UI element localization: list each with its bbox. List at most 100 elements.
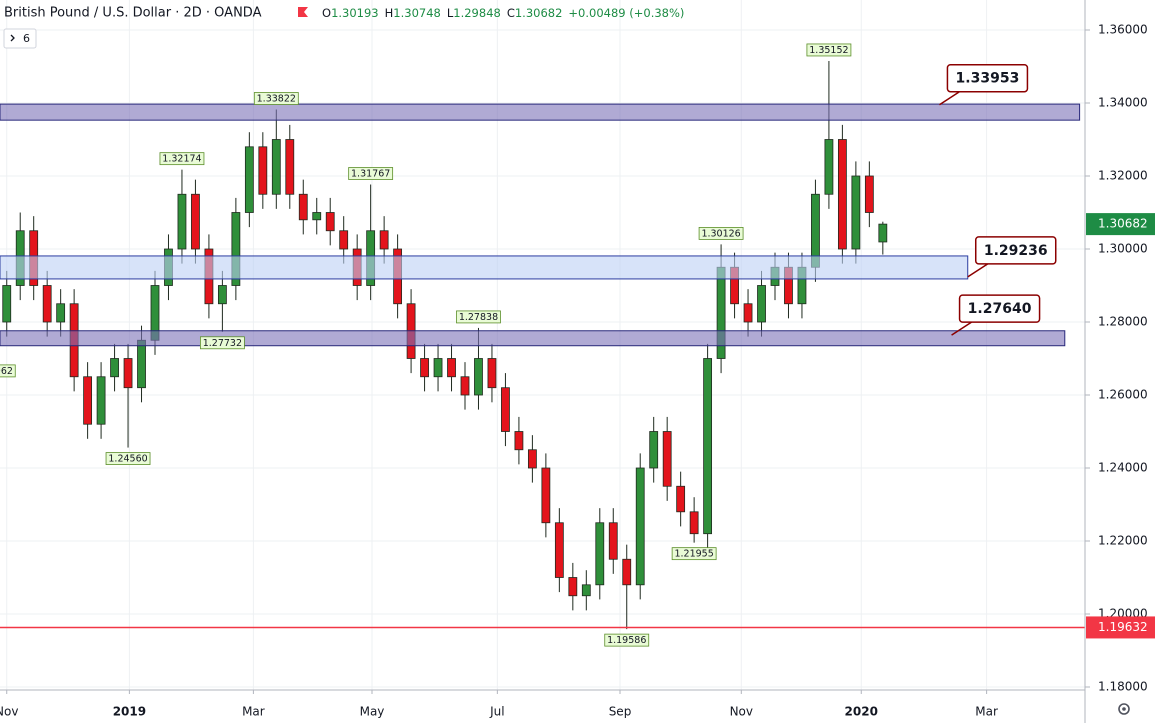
price-marker-box <box>0 364 16 378</box>
price-marker-box <box>806 43 852 57</box>
x-tick-label: Nov <box>730 705 753 719</box>
candle-body <box>824 139 834 195</box>
legend-header: British Pound / U.S. Dollar · 2D · OANDA… <box>3 6 684 49</box>
candle-body <box>878 223 888 243</box>
candle-body <box>703 358 713 535</box>
candle-body <box>595 522 605 586</box>
candle-body <box>433 358 443 378</box>
candle-body <box>137 339 146 389</box>
ohlc-values: O1.30193 H1.30748 L1.29848 C1.30682 +0.00489… <box>322 6 684 20</box>
ohlc-value: 1.30193 <box>331 6 379 20</box>
price-marker-label: 1.31767 <box>351 169 390 180</box>
price-marker-label: 1.26962 <box>0 366 13 377</box>
last-price-label: 1.30682 <box>1098 217 1148 231</box>
y-tick-label: 1.26000 <box>1098 388 1148 402</box>
ohlc-value: 1.30748 <box>393 6 441 20</box>
callout-label: 1.33953 <box>956 71 1020 87</box>
ohlc-key: H <box>385 6 394 20</box>
y-tick-label: 1.36000 <box>1098 23 1148 37</box>
price-marker-box <box>671 547 717 561</box>
y-tick-label: 1.34000 <box>1098 96 1148 110</box>
callout-box <box>946 63 1029 93</box>
candle-body <box>96 376 106 425</box>
price-marker-box <box>698 227 744 240</box>
candle-body <box>231 212 241 286</box>
x-tick-label: Nov <box>0 705 18 719</box>
ohlc-key: O <box>322 6 331 20</box>
y-tick-label: 1.30000 <box>1098 242 1148 256</box>
candle-body <box>177 193 187 250</box>
x-tick-label: Sep <box>609 705 632 719</box>
callout-pointer <box>967 263 989 278</box>
ohlc-value: 1.30682 <box>515 6 563 20</box>
hline-price-label: 1.19632 <box>1098 620 1148 634</box>
price-marker-label: 1.27732 <box>203 338 242 349</box>
price-marker-box <box>199 336 245 350</box>
candle-body <box>42 285 52 323</box>
candle-body <box>757 285 766 323</box>
gear-center <box>1122 707 1126 711</box>
callout-label: 1.27640 <box>968 301 1032 317</box>
callout-label: 1.29236 <box>984 243 1048 259</box>
candle-body <box>676 485 686 513</box>
change: +0.00489 (+0.38%) <box>568 6 684 20</box>
candle-body <box>56 303 66 323</box>
candle-body <box>474 358 483 396</box>
candle-body <box>2 285 12 323</box>
candle-body <box>851 175 861 250</box>
candle-body <box>217 285 227 305</box>
candle-body <box>325 212 335 232</box>
x-tick-label: 2020 <box>845 705 878 719</box>
candle-body <box>622 558 632 586</box>
settings-icon[interactable] <box>1118 703 1130 715</box>
price-marker-label: 1.21955 <box>674 549 713 560</box>
flag-icon[interactable] <box>298 7 308 17</box>
price-marker-label: 1.27838 <box>459 312 498 323</box>
axes: 1.180001.200001.220001.240001.260001.280… <box>0 23 1155 719</box>
candle-body <box>514 431 524 451</box>
price-marker-label: 1.33822 <box>257 94 296 105</box>
symbol-title: British Pound / U.S. Dollar · 2D · OANDA <box>4 6 262 21</box>
y-tick-label: 1.28000 <box>1098 315 1148 329</box>
indicator-toggle[interactable] <box>3 28 37 49</box>
y-tick-label: 1.18000 <box>1098 680 1148 694</box>
price-marker-box <box>159 152 205 166</box>
candle-body <box>339 230 349 250</box>
y-tick-label: 1.24000 <box>1098 461 1148 475</box>
candle-body <box>285 139 295 195</box>
candle-body <box>258 146 268 195</box>
price-marker-label: 1.24560 <box>108 454 147 465</box>
candle-body <box>608 522 618 560</box>
candle-body <box>527 449 537 469</box>
callout-box <box>958 294 1041 323</box>
price-marker-label: 1.19586 <box>607 635 646 646</box>
plot-area: 1.33822 1.32174 1.31767 1.27838 1.30126 1.351… <box>0 43 1085 647</box>
candle-body <box>298 193 308 221</box>
price-marker-label: 1.35152 <box>809 45 848 56</box>
candle-body <box>635 467 645 586</box>
callout-box <box>974 236 1057 265</box>
price-marker-label: 1.32174 <box>162 154 201 165</box>
zone <box>0 255 969 280</box>
candle-body <box>83 376 93 425</box>
candle-body <box>312 212 322 221</box>
candle-body <box>379 230 389 250</box>
price-marker-box <box>604 633 650 647</box>
candle-body <box>460 376 470 396</box>
price-marker-label: 1.30126 <box>701 228 740 239</box>
y-tick-label: 1.32000 <box>1098 169 1148 183</box>
gear[interactable] <box>1118 703 1130 715</box>
candle-body <box>447 358 456 378</box>
candle-body <box>568 577 578 597</box>
candle-body <box>554 522 564 578</box>
indicator-count: 6 <box>23 32 30 45</box>
candle-body <box>649 431 659 469</box>
candle-body <box>487 358 497 389</box>
chevron-icon <box>10 34 15 42</box>
price-marker-box <box>348 167 394 180</box>
candle-body <box>191 193 200 250</box>
ohlc-key: C <box>507 6 515 20</box>
zone <box>0 103 1081 121</box>
ohlc-key: L <box>447 6 454 20</box>
